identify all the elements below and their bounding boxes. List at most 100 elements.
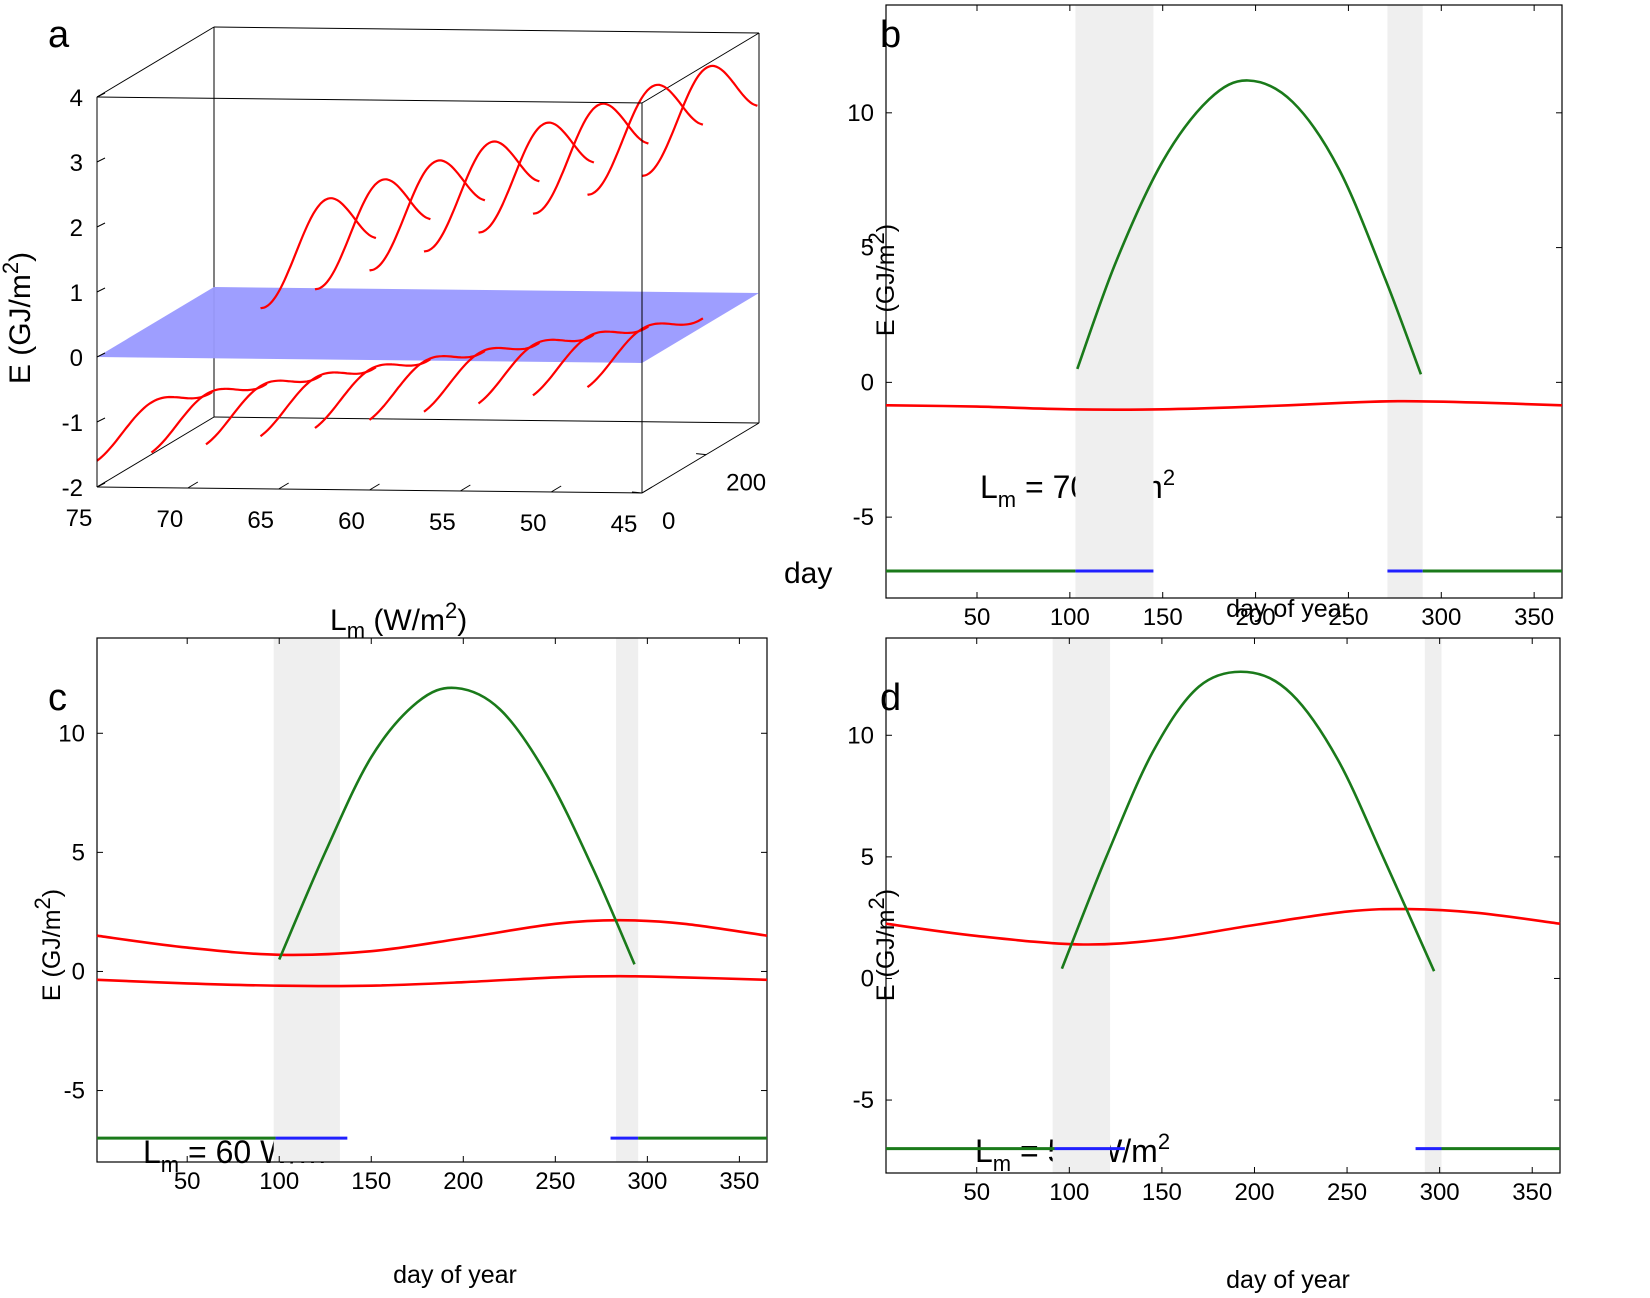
panel-b-plot: 50 100 150 200 250 300 350 -5 0 5 10 xyxy=(847,4,1563,631)
panel-a-box-edge-top-right xyxy=(641,32,760,104)
panel-a-lower-curve-8 xyxy=(532,325,649,397)
panel-d-ytick--5: -5 xyxy=(853,1087,874,1114)
panel-a-x-label-sup: 2 xyxy=(445,598,457,623)
panel-d-xtick-50: 50 xyxy=(963,1179,990,1206)
panel-a-plot: -2 -1 0 1 2 3 4 75 70 65 60 55 50 45 0 200 xyxy=(62,26,766,538)
panel-b-ytick--5: -5 xyxy=(853,504,874,531)
panel-c-xtick-50: 50 xyxy=(174,1168,201,1195)
panel-c-shade-1 xyxy=(616,638,639,1162)
panel-a-x-label-end: ) xyxy=(457,604,467,637)
panel-a-ztick--1: -1 xyxy=(62,410,83,437)
panel-d-xtick-150: 150 xyxy=(1142,1179,1182,1206)
panel-d-xtick-250: 250 xyxy=(1327,1179,1367,1206)
panel-a-xtick-mark-75 xyxy=(96,480,108,488)
panel-c-ytick-0: 0 xyxy=(72,958,85,985)
panel-a: a E (GJ/m2) Lm (W/m2) day xyxy=(0,14,832,643)
panel-a-upper-curve-5 xyxy=(532,102,649,215)
panel-c-ytick-10: 10 xyxy=(58,720,85,747)
panel-b-xtick-100: 100 xyxy=(1050,604,1090,631)
panel-a-xtick-75: 75 xyxy=(66,505,93,532)
panel-a-z-label-end: ) xyxy=(4,252,37,262)
panel-d-letter: d xyxy=(880,677,901,719)
panel-d-plot: 50 100 150 200 250 300 350 -5 0 5 10 xyxy=(847,637,1561,1206)
panel-a-upper-curve-2 xyxy=(369,159,486,272)
panel-a-lower-curve-1 xyxy=(150,382,268,454)
panel-d-shade-0 xyxy=(1052,638,1111,1173)
panel-a-lower-curve-6 xyxy=(423,341,540,413)
panel-a-box-edge-back-bottom xyxy=(213,416,760,424)
panel-b-xtick-350: 350 xyxy=(1514,604,1554,631)
panel-a-ztick-4: 4 xyxy=(70,85,83,112)
panel-c-series-0-red xyxy=(96,918,768,957)
panel-c-shade-0 xyxy=(273,638,340,1162)
panel-a-lower-curve-4 xyxy=(314,358,431,429)
panel-c-xtick-100: 100 xyxy=(259,1168,299,1195)
panel-a-xtick-45: 45 xyxy=(611,511,638,538)
panel-a-zero-plane xyxy=(97,287,759,363)
panel-a-ztick-mark-1 xyxy=(96,287,106,293)
panel-b-xtick-250: 250 xyxy=(1328,604,1368,631)
panel-a-ztick-mark-4 xyxy=(96,92,106,98)
panel-c-plot: 50 100 150 200 250 300 350 -5 0 5 10 xyxy=(58,637,768,1195)
panel-c-xtick-200: 200 xyxy=(443,1168,483,1195)
panel-a-ztick-3: 3 xyxy=(70,150,83,177)
panel-b-shade-0 xyxy=(1075,5,1154,598)
panel-c-ytick--5: -5 xyxy=(64,1078,85,1105)
panel-b-series-1-green xyxy=(1076,79,1423,375)
panel-a-y-label: day xyxy=(784,557,832,590)
panel-c-xtick-250: 250 xyxy=(535,1168,575,1195)
panel-a-box-edge-bottom-left xyxy=(96,416,215,488)
panel-d-series-1-green xyxy=(1060,670,1436,972)
panel-a-xtick-70: 70 xyxy=(156,506,183,533)
panel-b-xlabel: day of year xyxy=(1226,595,1350,623)
panel-a-lower-curve-5 xyxy=(368,350,486,421)
panel-d-series-0-red xyxy=(885,907,1561,946)
panel-a-box-edge-back-top xyxy=(213,26,760,34)
panel-d-ytick-0: 0 xyxy=(861,965,874,992)
panel-a-lower-curve-7 xyxy=(477,333,595,405)
panel-b-xtick-300: 300 xyxy=(1421,604,1461,631)
panel-a-box-edge-front-top xyxy=(96,96,643,104)
panel-a-upper-curve-4 xyxy=(478,121,595,234)
panel-a-ztick-2: 2 xyxy=(70,215,83,242)
panel-a-xtick-mark-55 xyxy=(460,484,471,492)
panel-a-ztick-mark--1 xyxy=(96,417,106,423)
panel-b-xtick-200: 200 xyxy=(1236,604,1276,631)
panel-d-xtick-350: 350 xyxy=(1512,1179,1552,1206)
panel-c-ytick-5: 5 xyxy=(72,839,85,866)
panel-d-ytick-5: 5 xyxy=(861,844,874,871)
panel-c-series-2-green xyxy=(278,686,636,965)
panel-b-ytick-10: 10 xyxy=(847,100,874,127)
panel-c-frame xyxy=(96,637,768,1163)
panel-d-shade-1 xyxy=(1424,638,1442,1173)
panel-d-xtick-300: 300 xyxy=(1420,1179,1460,1206)
panel-a-x-label-main: L xyxy=(330,604,347,637)
panel-a-x-label: Lm (W/m2) xyxy=(330,598,467,643)
panel-a-z-label-sup: 2 xyxy=(0,262,23,274)
panel-a-xtick-mark-50 xyxy=(550,485,562,493)
panel-a-xtick-55: 55 xyxy=(429,509,456,536)
panel-a-upper-curve-6 xyxy=(587,83,704,196)
panel-a-ztick--2: -2 xyxy=(62,475,83,502)
panel-a-ztick-mark-2 xyxy=(96,222,106,228)
panel-a-lower-curve-3 xyxy=(259,366,377,438)
panel-d-xtick-100: 100 xyxy=(1049,1179,1089,1206)
panel-a-ztick-mark-0 xyxy=(96,352,106,358)
panel-a-z-label: E (GJ/m2) xyxy=(0,252,37,384)
panel-a-ytick-200: 200 xyxy=(726,470,766,497)
panel-b-xtick-150: 150 xyxy=(1143,604,1183,631)
panel-b-frame xyxy=(885,4,1563,599)
panel-a-x-label-sub: m xyxy=(347,618,365,643)
panel-b-series-0-red xyxy=(885,399,1563,411)
panel-a-ytick-mark-200 xyxy=(696,453,707,456)
panel-d-ytick-10: 10 xyxy=(847,722,874,749)
panel-c-xtick-350: 350 xyxy=(719,1168,759,1195)
panel-a-letter: a xyxy=(48,14,70,56)
panel-a-ztick-mark-3 xyxy=(96,157,106,163)
panel-a-ztick-1: 1 xyxy=(70,280,83,307)
panel-a-xtick-mark-65 xyxy=(278,482,289,490)
panel-a-xtick-mark-60 xyxy=(369,483,380,491)
panel-b-xtick-50: 50 xyxy=(964,604,991,631)
